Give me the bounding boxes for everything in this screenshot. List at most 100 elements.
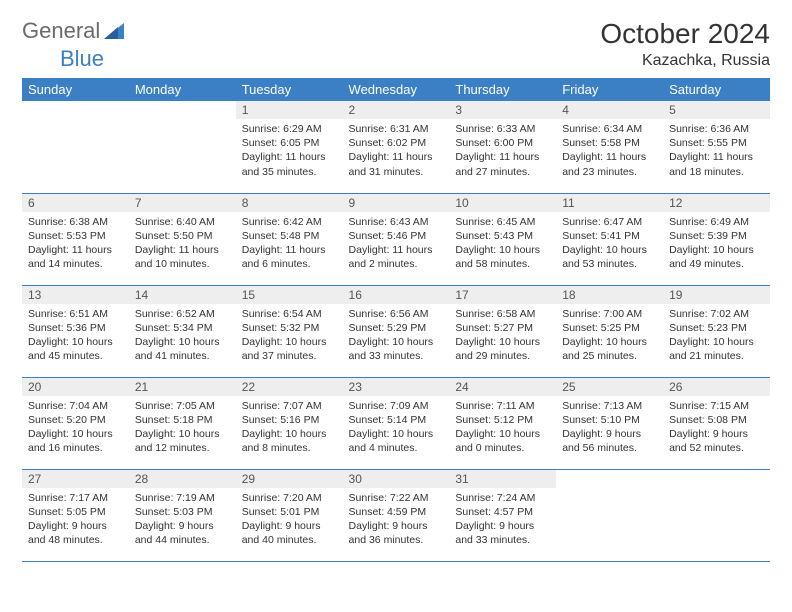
triangle-icon [104, 23, 124, 39]
calendar-day-cell: 14Sunrise: 6:52 AMSunset: 5:34 PMDayligh… [129, 285, 236, 377]
day-number: 20 [22, 378, 129, 396]
calendar-day-cell: 27Sunrise: 7:17 AMSunset: 5:05 PMDayligh… [22, 469, 129, 561]
day-details: Sunrise: 6:49 AMSunset: 5:39 PMDaylight:… [663, 212, 770, 276]
calendar-week-row: 20Sunrise: 7:04 AMSunset: 5:20 PMDayligh… [22, 377, 770, 469]
calendar-day-cell: 19Sunrise: 7:02 AMSunset: 5:23 PMDayligh… [663, 285, 770, 377]
day-number: 1 [236, 101, 343, 119]
day-details: Sunrise: 7:05 AMSunset: 5:18 PMDaylight:… [129, 396, 236, 460]
weekday-header: Wednesday [343, 78, 450, 101]
calendar-empty-cell [556, 469, 663, 561]
day-details: Sunrise: 7:24 AMSunset: 4:57 PMDaylight:… [449, 488, 556, 552]
calendar-day-cell: 26Sunrise: 7:15 AMSunset: 5:08 PMDayligh… [663, 377, 770, 469]
day-details: Sunrise: 7:04 AMSunset: 5:20 PMDaylight:… [22, 396, 129, 460]
calendar-day-cell: 1Sunrise: 6:29 AMSunset: 6:05 PMDaylight… [236, 101, 343, 193]
calendar-week-row: 6Sunrise: 6:38 AMSunset: 5:53 PMDaylight… [22, 193, 770, 285]
day-number: 7 [129, 194, 236, 212]
day-number: 16 [343, 286, 450, 304]
day-number: 24 [449, 378, 556, 396]
day-details: Sunrise: 7:07 AMSunset: 5:16 PMDaylight:… [236, 396, 343, 460]
calendar-day-cell: 13Sunrise: 6:51 AMSunset: 5:36 PMDayligh… [22, 285, 129, 377]
day-details: Sunrise: 7:11 AMSunset: 5:12 PMDaylight:… [449, 396, 556, 460]
calendar-day-cell: 22Sunrise: 7:07 AMSunset: 5:16 PMDayligh… [236, 377, 343, 469]
day-number: 25 [556, 378, 663, 396]
calendar-empty-cell [663, 469, 770, 561]
day-details: Sunrise: 6:54 AMSunset: 5:32 PMDaylight:… [236, 304, 343, 368]
day-number: 30 [343, 470, 450, 488]
day-number: 23 [343, 378, 450, 396]
calendar-day-cell: 28Sunrise: 7:19 AMSunset: 5:03 PMDayligh… [129, 469, 236, 561]
day-details: Sunrise: 6:34 AMSunset: 5:58 PMDaylight:… [556, 119, 663, 183]
day-details: Sunrise: 6:43 AMSunset: 5:46 PMDaylight:… [343, 212, 450, 276]
calendar-day-cell: 15Sunrise: 6:54 AMSunset: 5:32 PMDayligh… [236, 285, 343, 377]
calendar-empty-cell [22, 101, 129, 193]
weekday-header: Thursday [449, 78, 556, 101]
day-details: Sunrise: 7:15 AMSunset: 5:08 PMDaylight:… [663, 396, 770, 460]
day-details: Sunrise: 7:22 AMSunset: 4:59 PMDaylight:… [343, 488, 450, 552]
weekday-header: Monday [129, 78, 236, 101]
day-details: Sunrise: 6:42 AMSunset: 5:48 PMDaylight:… [236, 212, 343, 276]
day-details: Sunrise: 6:29 AMSunset: 6:05 PMDaylight:… [236, 119, 343, 183]
calendar-day-cell: 11Sunrise: 6:47 AMSunset: 5:41 PMDayligh… [556, 193, 663, 285]
day-number: 9 [343, 194, 450, 212]
day-details: Sunrise: 7:19 AMSunset: 5:03 PMDaylight:… [129, 488, 236, 552]
calendar-day-cell: 6Sunrise: 6:38 AMSunset: 5:53 PMDaylight… [22, 193, 129, 285]
calendar-day-cell: 30Sunrise: 7:22 AMSunset: 4:59 PMDayligh… [343, 469, 450, 561]
day-details: Sunrise: 6:38 AMSunset: 5:53 PMDaylight:… [22, 212, 129, 276]
day-number: 26 [663, 378, 770, 396]
day-number: 11 [556, 194, 663, 212]
day-number: 21 [129, 378, 236, 396]
day-details: Sunrise: 6:31 AMSunset: 6:02 PMDaylight:… [343, 119, 450, 183]
calendar-day-cell: 4Sunrise: 6:34 AMSunset: 5:58 PMDaylight… [556, 101, 663, 193]
day-number: 5 [663, 101, 770, 119]
calendar-day-cell: 31Sunrise: 7:24 AMSunset: 4:57 PMDayligh… [449, 469, 556, 561]
brand-logo: General [22, 18, 126, 44]
calendar-day-cell: 12Sunrise: 6:49 AMSunset: 5:39 PMDayligh… [663, 193, 770, 285]
calendar-body: 1Sunrise: 6:29 AMSunset: 6:05 PMDaylight… [22, 101, 770, 561]
calendar-day-cell: 5Sunrise: 6:36 AMSunset: 5:55 PMDaylight… [663, 101, 770, 193]
weekday-header-row: SundayMondayTuesdayWednesdayThursdayFrid… [22, 78, 770, 101]
day-number: 31 [449, 470, 556, 488]
day-details: Sunrise: 7:13 AMSunset: 5:10 PMDaylight:… [556, 396, 663, 460]
calendar-day-cell: 2Sunrise: 6:31 AMSunset: 6:02 PMDaylight… [343, 101, 450, 193]
calendar-week-row: 1Sunrise: 6:29 AMSunset: 6:05 PMDaylight… [22, 101, 770, 193]
day-number: 13 [22, 286, 129, 304]
day-number: 12 [663, 194, 770, 212]
month-title: October 2024 [600, 18, 770, 50]
calendar-day-cell: 24Sunrise: 7:11 AMSunset: 5:12 PMDayligh… [449, 377, 556, 469]
day-number: 27 [22, 470, 129, 488]
day-number: 6 [22, 194, 129, 212]
day-details: Sunrise: 6:52 AMSunset: 5:34 PMDaylight:… [129, 304, 236, 368]
header: General October 2024 Kazachka, Russia [22, 18, 770, 70]
day-number: 19 [663, 286, 770, 304]
day-number: 14 [129, 286, 236, 304]
day-number: 4 [556, 101, 663, 119]
day-details: Sunrise: 7:02 AMSunset: 5:23 PMDaylight:… [663, 304, 770, 368]
calendar-day-cell: 3Sunrise: 6:33 AMSunset: 6:00 PMDaylight… [449, 101, 556, 193]
calendar-day-cell: 10Sunrise: 6:45 AMSunset: 5:43 PMDayligh… [449, 193, 556, 285]
day-details: Sunrise: 7:17 AMSunset: 5:05 PMDaylight:… [22, 488, 129, 552]
day-details: Sunrise: 6:40 AMSunset: 5:50 PMDaylight:… [129, 212, 236, 276]
day-number: 22 [236, 378, 343, 396]
day-number: 29 [236, 470, 343, 488]
calendar-day-cell: 8Sunrise: 6:42 AMSunset: 5:48 PMDaylight… [236, 193, 343, 285]
day-details: Sunrise: 6:36 AMSunset: 5:55 PMDaylight:… [663, 119, 770, 183]
calendar-day-cell: 23Sunrise: 7:09 AMSunset: 5:14 PMDayligh… [343, 377, 450, 469]
calendar-day-cell: 29Sunrise: 7:20 AMSunset: 5:01 PMDayligh… [236, 469, 343, 561]
day-details: Sunrise: 6:51 AMSunset: 5:36 PMDaylight:… [22, 304, 129, 368]
calendar-empty-cell [129, 101, 236, 193]
calendar-day-cell: 17Sunrise: 6:58 AMSunset: 5:27 PMDayligh… [449, 285, 556, 377]
day-number: 3 [449, 101, 556, 119]
calendar-table: SundayMondayTuesdayWednesdayThursdayFrid… [22, 78, 770, 562]
calendar-week-row: 13Sunrise: 6:51 AMSunset: 5:36 PMDayligh… [22, 285, 770, 377]
day-details: Sunrise: 6:45 AMSunset: 5:43 PMDaylight:… [449, 212, 556, 276]
day-details: Sunrise: 7:00 AMSunset: 5:25 PMDaylight:… [556, 304, 663, 368]
calendar-day-cell: 16Sunrise: 6:56 AMSunset: 5:29 PMDayligh… [343, 285, 450, 377]
day-details: Sunrise: 7:20 AMSunset: 5:01 PMDaylight:… [236, 488, 343, 552]
day-number: 18 [556, 286, 663, 304]
day-details: Sunrise: 6:56 AMSunset: 5:29 PMDaylight:… [343, 304, 450, 368]
calendar-day-cell: 25Sunrise: 7:13 AMSunset: 5:10 PMDayligh… [556, 377, 663, 469]
calendar-day-cell: 9Sunrise: 6:43 AMSunset: 5:46 PMDaylight… [343, 193, 450, 285]
calendar-day-cell: 20Sunrise: 7:04 AMSunset: 5:20 PMDayligh… [22, 377, 129, 469]
calendar-day-cell: 7Sunrise: 6:40 AMSunset: 5:50 PMDaylight… [129, 193, 236, 285]
day-number: 17 [449, 286, 556, 304]
